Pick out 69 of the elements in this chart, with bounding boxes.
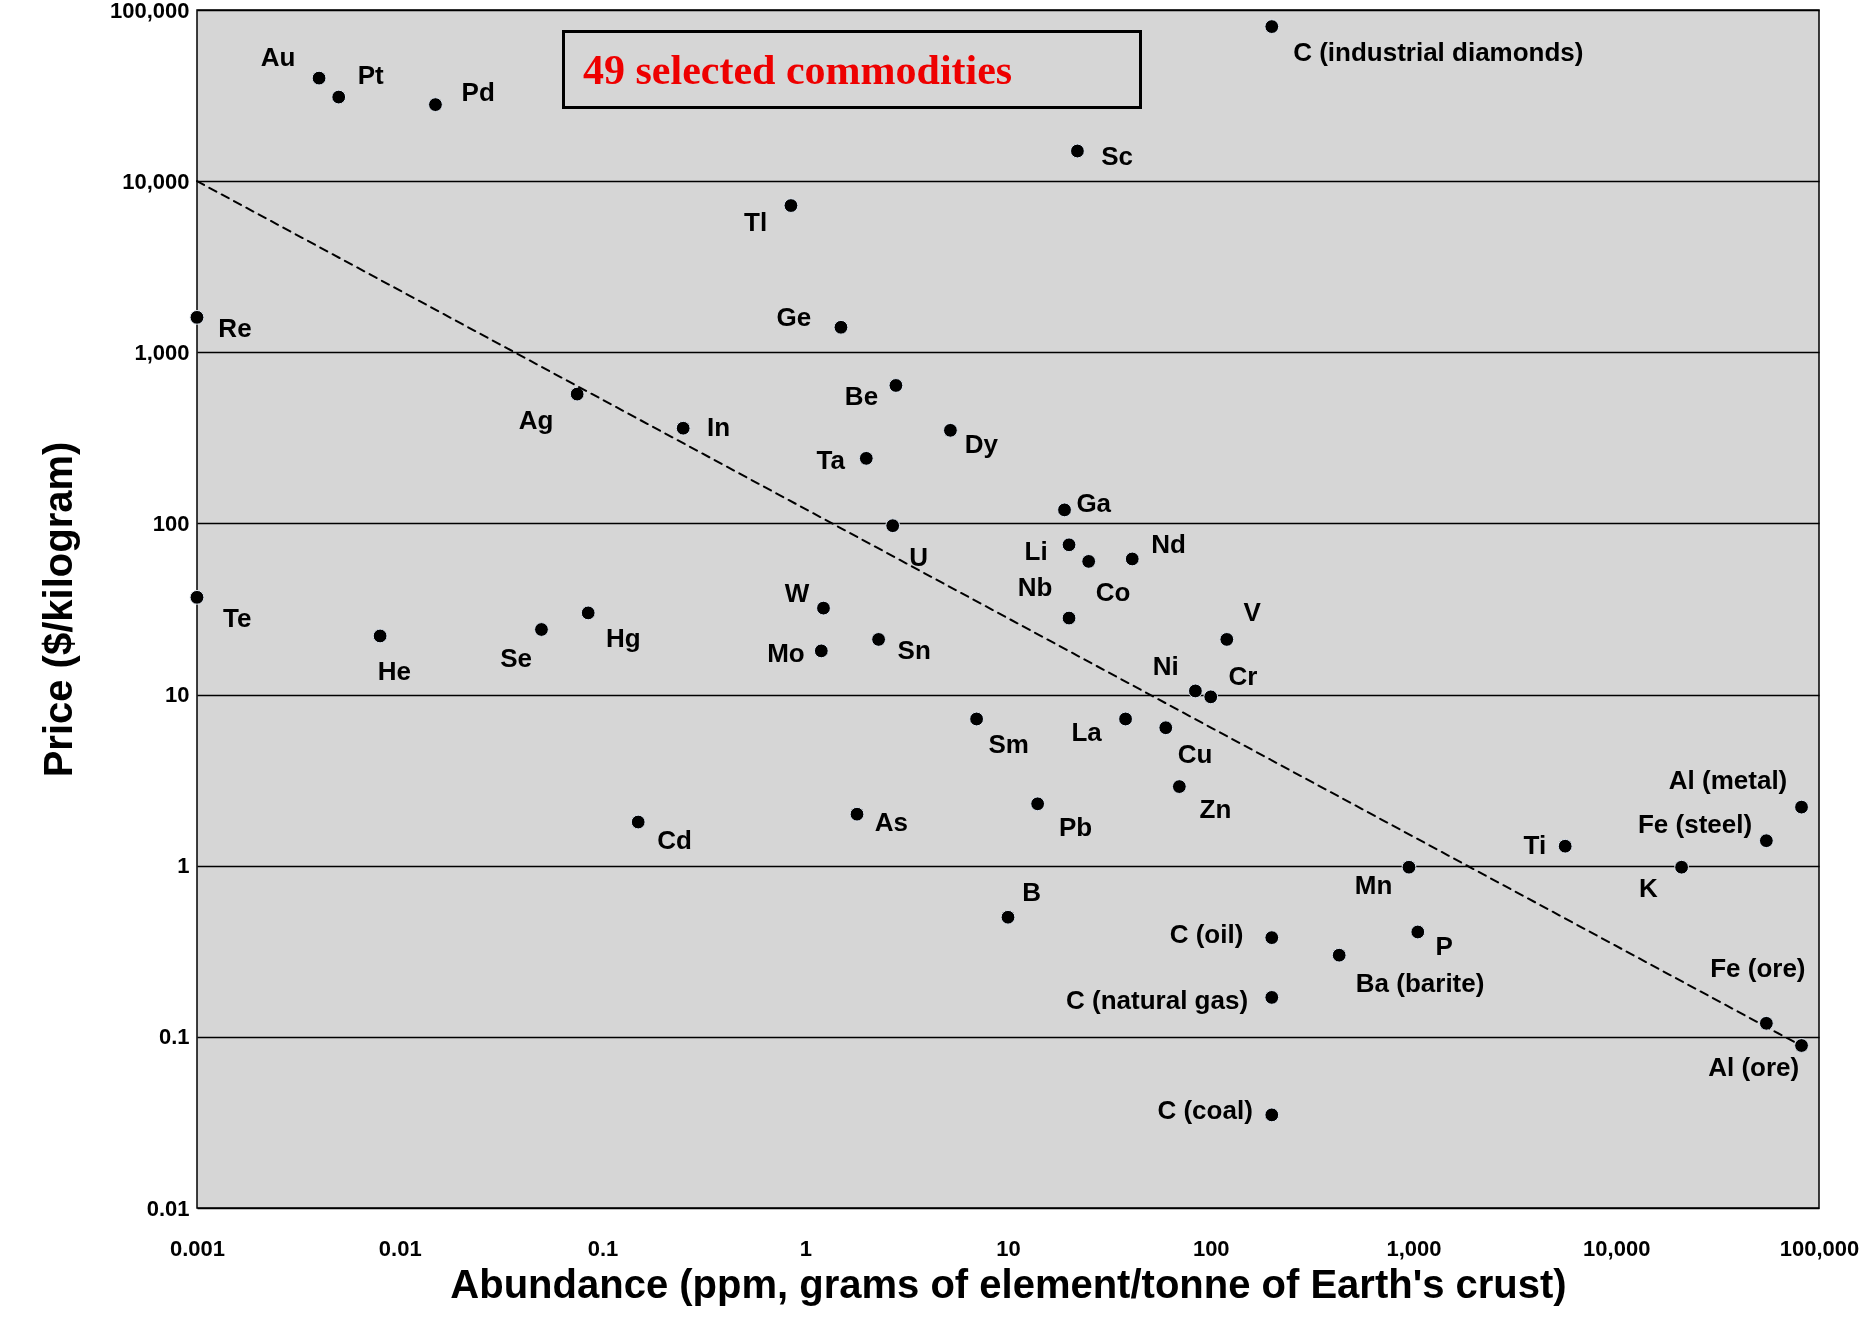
y-tick-label: 10,000 — [122, 168, 190, 194]
annotation: Fe (steel) — [1637, 809, 1753, 840]
annotation: Al (ore) — [1708, 1052, 1800, 1083]
x-tick-label: 100,000 — [1779, 1235, 1860, 1261]
annotation: Co — [1095, 577, 1131, 608]
x-tick-label: 1,000 — [1386, 1235, 1442, 1261]
annotation: Te — [223, 602, 252, 633]
annotation: Hg — [605, 623, 641, 654]
annotation: K — [1639, 872, 1659, 903]
x-tick-label: 10 — [996, 1235, 1021, 1261]
annotation: La — [1071, 717, 1103, 748]
y-tick-label: 10 — [165, 682, 190, 708]
y-tick-label: 0.1 — [158, 1024, 190, 1050]
annotation: Au — [260, 41, 296, 72]
annotation: Ta — [816, 444, 846, 475]
y-tick-label: 1 — [177, 853, 190, 879]
annotation: Nd — [1151, 528, 1186, 559]
annotation: In — [706, 412, 731, 443]
annotation: Mo — [767, 638, 805, 669]
y-tick-label: 1,000 — [134, 339, 190, 365]
annotation: Ge — [776, 301, 812, 332]
x-tick-label: 10,000 — [1583, 1235, 1651, 1261]
annotation: C (oil) — [1169, 919, 1244, 950]
annotation: Al (metal) — [1668, 765, 1788, 795]
annotation: Cr — [1228, 660, 1258, 691]
annotation: Ba (barite) — [1355, 967, 1485, 998]
annotation: Dy — [964, 428, 999, 459]
x-tick-label: 0.001 — [169, 1235, 226, 1261]
annotation: Tl — [744, 207, 768, 238]
annotation: He — [377, 655, 411, 686]
annotation: Li — [1024, 535, 1048, 566]
annotation: C (coal) — [1157, 1095, 1253, 1126]
annotation: Pt — [357, 59, 385, 90]
annotation: As — [874, 806, 909, 837]
annotation: P — [1435, 931, 1453, 962]
text-box: 49 selected commodities — [562, 30, 1142, 109]
y-tick-label: 0.01 — [146, 1195, 190, 1221]
x-tick-label: 0.1 — [587, 1235, 619, 1261]
annotation: Se — [500, 643, 532, 674]
annotation: Cu — [1177, 739, 1213, 770]
annotation: Ga — [1076, 487, 1112, 518]
annotation: B — [1022, 877, 1042, 908]
annotation: W — [784, 577, 810, 608]
annotation: Pd — [461, 76, 495, 107]
annotation: Ni — [1152, 651, 1179, 682]
annotation: C (natural gas) — [1066, 984, 1249, 1015]
annotation: Nb — [1017, 572, 1053, 603]
y-tick-label: 100 — [152, 510, 190, 536]
annotation: Fe (ore) — [1710, 952, 1806, 983]
y-tick-label: 100,000 — [109, 0, 190, 23]
x-tick-label: 100 — [1192, 1235, 1230, 1261]
annotation: Be — [844, 381, 879, 412]
annotation: Sc — [1101, 140, 1133, 171]
annotation: Pb — [1058, 811, 1093, 842]
annotation: Cd — [657, 825, 692, 856]
annotation: V — [1243, 597, 1262, 628]
annotation: Mn — [1354, 870, 1393, 901]
annotation: Ag — [518, 405, 554, 436]
x-tick-label: 0.01 — [378, 1235, 422, 1261]
annotation: U — [909, 541, 929, 572]
x-axis-title: Abundance (ppm, grams of element/tonne of Earth's crust) — [450, 1261, 1567, 1306]
annotation: Sn — [897, 635, 931, 666]
annotation: C (industrial diamonds) — [1293, 36, 1584, 67]
x-tick-label: 1 — [799, 1235, 812, 1261]
y-axis-title: Price ($/kilogram) — [35, 441, 80, 778]
annotation: Zn — [1199, 794, 1232, 825]
annotation: Re — [218, 313, 252, 344]
annotation: Sm — [988, 729, 1029, 760]
annotation: Ti — [1523, 830, 1547, 861]
